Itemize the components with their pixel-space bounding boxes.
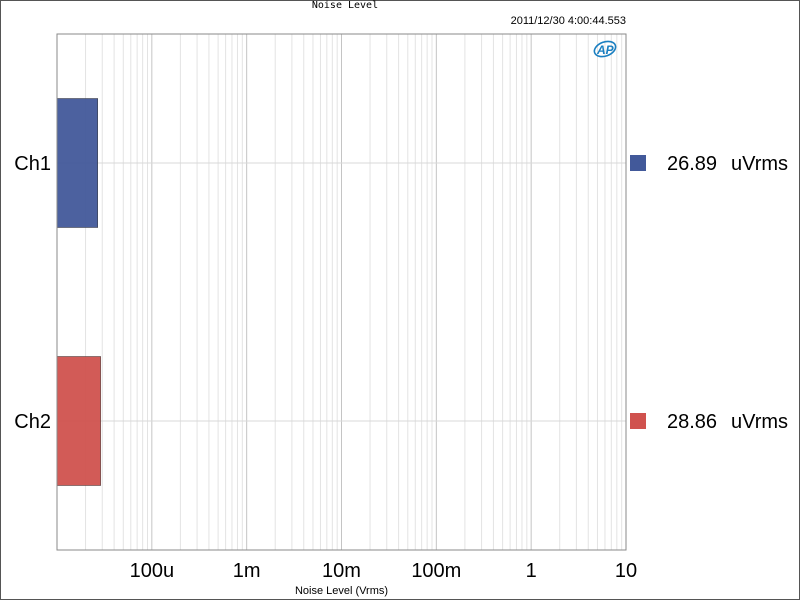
x-tick-label: 1 xyxy=(526,560,537,582)
legend-unit: uVrms xyxy=(731,153,788,175)
category-label: Ch1 xyxy=(14,153,51,175)
x-tick-label: 100m xyxy=(411,560,461,582)
ap-logo-mark: AP xyxy=(596,43,615,57)
bar-ch2 xyxy=(56,356,101,486)
chart-timestamp: 2011/12/30 4:00:44.553 xyxy=(510,15,626,27)
legend-swatch xyxy=(630,155,646,171)
legend-value: 26.89 xyxy=(667,153,717,175)
legend-value: 28.86 xyxy=(667,411,717,433)
chart-title: Noise Level xyxy=(311,0,379,11)
x-axis-label: Noise Level (Vrms) xyxy=(295,585,388,597)
category-label: Ch2 xyxy=(14,411,51,433)
x-tick-label: 10 xyxy=(615,560,637,582)
x-tick-label: 100u xyxy=(130,560,175,582)
x-tick-label: 1m xyxy=(233,560,261,582)
plot-border xyxy=(56,33,627,551)
legend-swatch xyxy=(630,413,646,429)
legend-unit: uVrms xyxy=(731,411,788,433)
bar-ch1 xyxy=(56,98,98,228)
ap-logo-icon xyxy=(593,40,617,58)
x-tick-label: 10m xyxy=(322,560,361,582)
